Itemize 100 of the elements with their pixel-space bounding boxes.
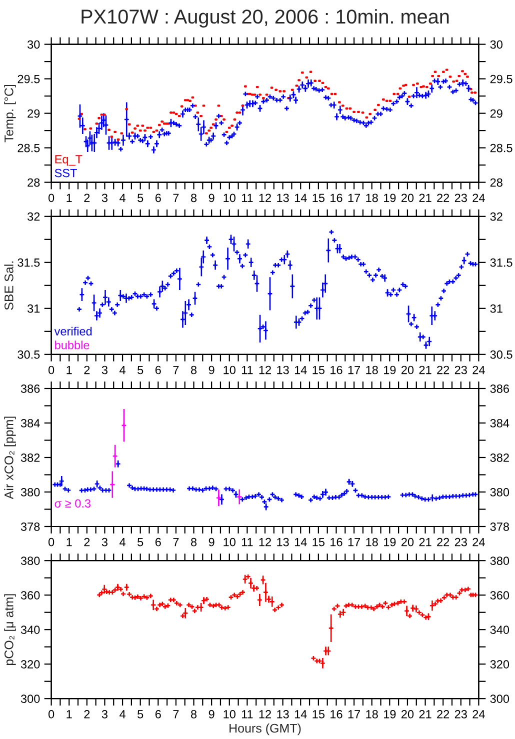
y-tick-label: 32 [28,212,40,221]
x-tick-label: 9 [208,538,214,546]
x-tick-label: 2 [84,194,90,202]
x-tick-label: 11 [242,710,253,718]
y2-tick-label: 28.5 [490,144,512,152]
y-tick-label: 31 [28,304,40,313]
x-tick-label: 17 [348,366,360,374]
x-tick-label: 5 [138,710,144,718]
x-tick-label: 11 [242,366,253,374]
x-tick-label: 13 [277,366,289,374]
x-tick-label: 23 [454,366,467,374]
x-tick-label: 24 [472,194,485,202]
x-tick-label: 14 [294,194,307,202]
x-tick-label: 22 [437,194,450,202]
x-tick-label: 21 [419,194,432,202]
y-tick-label: 384 [20,419,40,428]
x-tick-label: 1 [66,538,72,546]
y2-tick-label: 380 [490,488,510,496]
x-tick-label: 9 [208,710,214,718]
x-tick-label: 18 [366,366,378,374]
y-tick-label: 382 [20,454,40,462]
x-tick-label: 4 [120,366,126,374]
y2-tick-label: 384 [490,419,510,428]
x-tick-label: 0 [48,366,54,374]
y-tick-label: 29 [28,109,40,118]
x-tick-label: 19 [384,538,396,546]
y2-tick-label: 32 [490,212,502,221]
y-tick-label: 380 [20,488,40,496]
y-tick-label: 380 [20,556,40,565]
y2-tick-label: 30.5 [490,350,512,359]
y2-tick-label: 28 [490,178,502,187]
chart-title: PX107W : August 20, 2006 : 10min. mean [82,9,449,28]
x-axis-title: Hours (GMT) [230,723,301,736]
x-tick-label: 6 [155,538,161,546]
y-axis-title: SBE Sal. [4,262,14,310]
y-tick-label: 360 [20,591,40,600]
x-tick-label: 8 [190,366,197,374]
x-tick-label: 3 [102,194,108,202]
x-tick-label: 12 [259,538,271,546]
y2-tick-label: 320 [490,660,510,668]
x-tick-label: 21 [419,366,432,374]
y2-tick-label: 30 [490,40,502,49]
x-tick-label: 20 [401,538,414,546]
x-tick-label: 0 [48,194,54,202]
x-tick-label: 24 [472,538,485,546]
x-tick-label: 4 [120,538,126,546]
x-tick-label: 6 [155,194,161,202]
x-tick-label: 10 [224,194,236,202]
y-tick-label: 28.5 [18,144,40,152]
x-tick-label: 18 [366,538,378,546]
y-axis-title: Temp. [°C] [4,84,16,142]
x-tick-label: 0 [48,710,54,718]
x-tick-label: 19 [384,194,396,202]
y-axis-title: pCO₂ [μ atm] [4,594,16,666]
x-tick-label: 14 [294,710,307,718]
x-tick-label: 18 [366,194,378,202]
x-tick-label: 23 [454,538,467,546]
y-axis-title: Air xCO₂ [ppm] [4,416,16,500]
x-tick-label: 7 [173,538,179,546]
x-tick-label: 12 [259,366,271,374]
y-tick-label: 386 [20,384,40,393]
y-tick-label: 30.5 [18,350,40,359]
y2-tick-label: 29 [490,109,502,118]
y-tick-label: 378 [20,522,40,531]
x-tick-label: 20 [401,710,414,718]
y-tick-label: 340 [20,626,40,634]
x-tick-label: 16 [330,538,342,546]
x-tick-label: 19 [384,710,396,718]
y-tick-label: 28 [28,178,40,187]
x-tick-label: 16 [330,710,342,718]
x-tick-label: 17 [348,538,360,546]
y-tick-label: 320 [20,660,40,668]
x-tick-label: 23 [454,194,467,202]
x-tick-label: 0 [48,538,54,546]
x-tick-label: 2 [84,538,90,546]
x-tick-label: 3 [102,538,108,546]
text: Eq_T [55,155,82,166]
x-tick-label: 13 [277,538,289,546]
x-tick-label: 5 [138,194,144,202]
series-label: verified [54,326,92,336]
x-tick-label: 24 [472,710,485,718]
y-tick-label: 300 [20,694,40,703]
x-tick-label: 3 [102,366,108,374]
x-tick-label: 2 [84,366,90,374]
series-label: SST [54,168,77,178]
x-tick-label: 10 [224,366,236,374]
x-tick-label: 21 [419,710,432,718]
x-tick-label: 24 [472,366,485,374]
x-tick-label: 11 [242,538,253,546]
text: σ ≥ 0.3 [54,499,91,508]
x-tick-label: 22 [437,538,450,546]
x-tick-label: 5 [138,366,144,374]
x-tick-label: 6 [155,366,161,374]
x-tick-label: 10 [224,710,236,718]
x-tick-label: 15 [312,538,324,546]
y2-tick-label: 31 [490,304,502,313]
x-tick-label: 4 [120,194,126,202]
x-tick-label: 7 [173,366,179,374]
x-tick-label: 17 [348,710,360,718]
y2-tick-label: 360 [490,591,510,600]
